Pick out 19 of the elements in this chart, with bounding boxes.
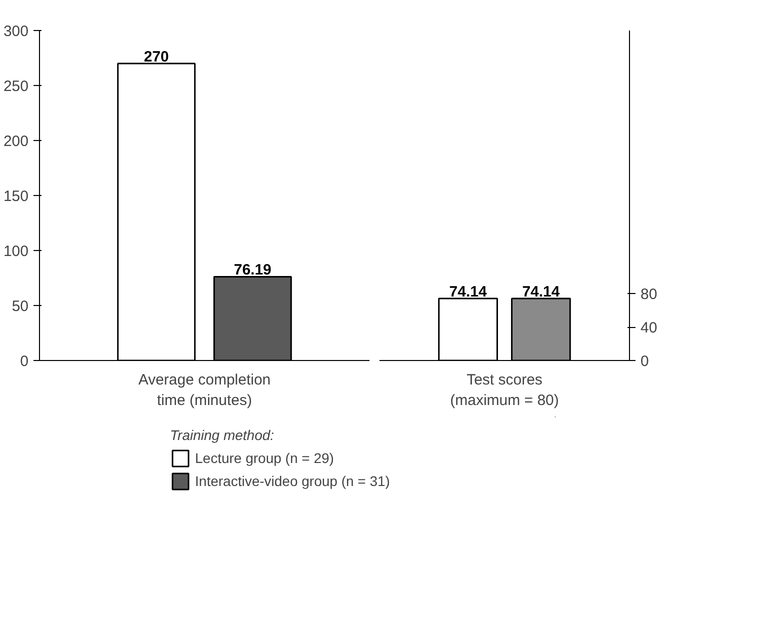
y-tick-label: 0 — [20, 353, 28, 370]
legend-title: Training method: — [170, 426, 276, 442]
y-tick-label: 0 — [640, 353, 649, 370]
y-tick-label: 200 — [3, 133, 29, 150]
data-label: 270 — [144, 48, 169, 66]
data-label: 74.14 — [522, 284, 560, 301]
y-tick-label: 40 — [640, 320, 658, 337]
y-tick-label: 250 — [3, 78, 29, 95]
data-label: 76.19 — [234, 262, 272, 279]
y-tick-label: 50 — [12, 298, 29, 315]
legend-label: Interactive-video group (n = 31) — [195, 472, 390, 488]
y-tick-label: 300 — [3, 23, 29, 40]
y-tick-label: 150 — [3, 188, 29, 205]
x-tick-label: Average completion time (minutes) — [138, 372, 271, 409]
y-tick-label: 100 — [3, 243, 29, 260]
x-tick-label: Test scores (maximum = 80) — [450, 372, 559, 409]
legend-label: Lecture group (n = 29) — [195, 450, 334, 466]
data-label: 74.14 — [449, 284, 488, 301]
y-tick-label: 80 — [640, 286, 658, 304]
